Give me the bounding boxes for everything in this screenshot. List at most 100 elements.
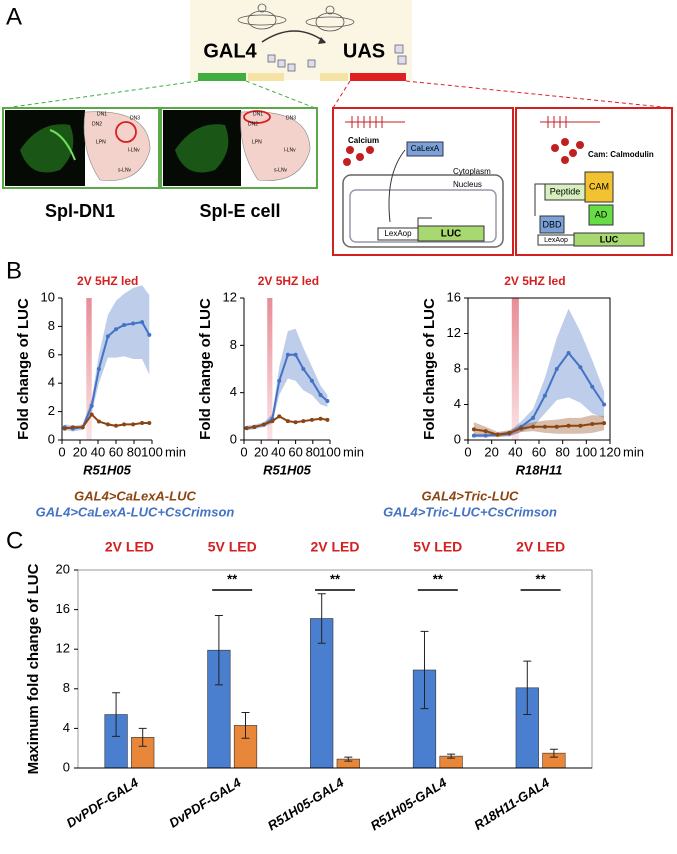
y-tick-label: 8 bbox=[63, 680, 70, 695]
fly-box bbox=[190, 0, 412, 80]
error-band bbox=[246, 328, 328, 431]
subtitle: R51H05 bbox=[263, 462, 311, 477]
brain-images: Spl-DN1 Spl-E cell bbox=[2, 107, 318, 221]
stimulus bbox=[511, 298, 519, 440]
x-tick-label: 60 bbox=[109, 444, 123, 459]
panel-label: B bbox=[6, 257, 22, 284]
x-tick-label: 20 bbox=[73, 444, 87, 459]
point bbox=[301, 367, 306, 371]
condition-label: 2V LED bbox=[310, 539, 359, 555]
tric-text: Cam: Calmodulin bbox=[588, 150, 654, 159]
point bbox=[542, 424, 547, 429]
point bbox=[325, 417, 330, 422]
image-label: Spl-E cell bbox=[199, 201, 280, 221]
x-axis-label: min bbox=[623, 444, 644, 459]
y-tick-label: 12 bbox=[447, 325, 461, 340]
legend-entry: GAL4>Tric-LUC bbox=[422, 488, 520, 503]
calexa-text: LexAop bbox=[384, 229, 412, 238]
calexa-text: Nucleus bbox=[453, 180, 482, 189]
point bbox=[309, 378, 314, 383]
tric-text: CAM bbox=[589, 181, 609, 191]
significance: ** bbox=[433, 571, 444, 586]
construct-diagram: GAL4 UAS bbox=[4, 0, 673, 109]
y-tick-label: 16 bbox=[56, 601, 70, 616]
error-bar bbox=[549, 748, 558, 758]
gene-bar bbox=[320, 73, 348, 81]
calexa-diagram: Calcium CaLexA Cytoplasm Nucleus LexAop … bbox=[332, 107, 514, 256]
tric-text: LexAop bbox=[544, 237, 568, 244]
point bbox=[261, 422, 266, 427]
x-tick-label: 0 bbox=[240, 444, 247, 459]
point bbox=[96, 367, 101, 371]
uas-label: UAS bbox=[343, 40, 385, 62]
x-tick-label: 80 bbox=[555, 444, 569, 459]
y-tick-label: 0 bbox=[230, 431, 237, 446]
point bbox=[519, 426, 524, 431]
point bbox=[270, 419, 275, 424]
x-tick-label: 80 bbox=[306, 444, 320, 459]
y-tick-label: 12 bbox=[223, 289, 237, 304]
protein-squares bbox=[267, 44, 407, 72]
calexa-text: Calcium bbox=[348, 136, 379, 145]
gal4-bar bbox=[198, 73, 246, 81]
condition-label: 2V LED bbox=[105, 539, 154, 555]
point bbox=[531, 415, 536, 420]
y-tick-label: 8 bbox=[48, 318, 55, 333]
y-tick-label: 0 bbox=[63, 759, 70, 774]
y-tick-label: 20 bbox=[56, 561, 70, 576]
point bbox=[122, 322, 127, 327]
condition-label: 5V LED bbox=[208, 539, 257, 555]
y-tick-label: 2 bbox=[48, 403, 55, 418]
point bbox=[590, 384, 595, 389]
x-tick-label: 60 bbox=[532, 444, 546, 459]
point bbox=[244, 426, 249, 431]
point bbox=[114, 423, 118, 428]
x-tick-label: 120 bbox=[599, 444, 621, 459]
point bbox=[70, 425, 75, 430]
x-tick-label: 20 bbox=[484, 444, 498, 459]
arrow bbox=[261, 30, 326, 43]
significance: ** bbox=[330, 571, 341, 586]
error-bar bbox=[447, 753, 456, 759]
point bbox=[147, 332, 152, 337]
point bbox=[578, 423, 583, 428]
point bbox=[507, 430, 512, 435]
point bbox=[318, 393, 323, 398]
legend-entry: GAL4>Tric-LUC+CsCrimson bbox=[383, 504, 557, 519]
x-axis-label: min bbox=[343, 444, 364, 459]
tric-diagram: Cam: Calmodulin Peptide CAM AD DBD LexAo… bbox=[515, 107, 673, 256]
point bbox=[285, 419, 290, 424]
cell-label: DN2 bbox=[248, 121, 258, 127]
significance: ** bbox=[536, 571, 547, 586]
point bbox=[301, 419, 306, 424]
error-bar bbox=[112, 692, 121, 737]
point bbox=[471, 427, 476, 432]
cell-label: DN3 bbox=[130, 115, 140, 121]
point bbox=[80, 425, 85, 430]
point bbox=[114, 327, 118, 332]
significance: ** bbox=[227, 571, 238, 586]
cell-label: LPN bbox=[96, 139, 106, 145]
point bbox=[471, 433, 476, 438]
y-tick-label: 4 bbox=[230, 384, 237, 399]
legend-entry: GAL4>CaLexA-LUC+CsCrimson bbox=[36, 504, 235, 519]
point bbox=[140, 320, 145, 325]
point bbox=[566, 351, 571, 356]
y-tick-label: 0 bbox=[454, 431, 461, 446]
image-label: Spl-DN1 bbox=[45, 201, 115, 221]
point bbox=[277, 414, 282, 419]
error-bar bbox=[241, 712, 250, 739]
y-tick-label: 6 bbox=[48, 346, 55, 361]
y-axis-label: Fold change of LUC bbox=[197, 298, 214, 440]
point bbox=[325, 398, 330, 403]
y-axis-label: Fold change of LUC bbox=[421, 298, 438, 440]
point bbox=[602, 402, 607, 407]
point bbox=[483, 429, 488, 434]
y-axis-label: Fold change of LUC bbox=[15, 298, 32, 440]
point bbox=[542, 393, 547, 398]
x-tick-label: 0 bbox=[464, 444, 471, 459]
point bbox=[96, 419, 101, 424]
tric-text: AD bbox=[595, 209, 608, 219]
y-tick-label: 8 bbox=[230, 337, 237, 352]
